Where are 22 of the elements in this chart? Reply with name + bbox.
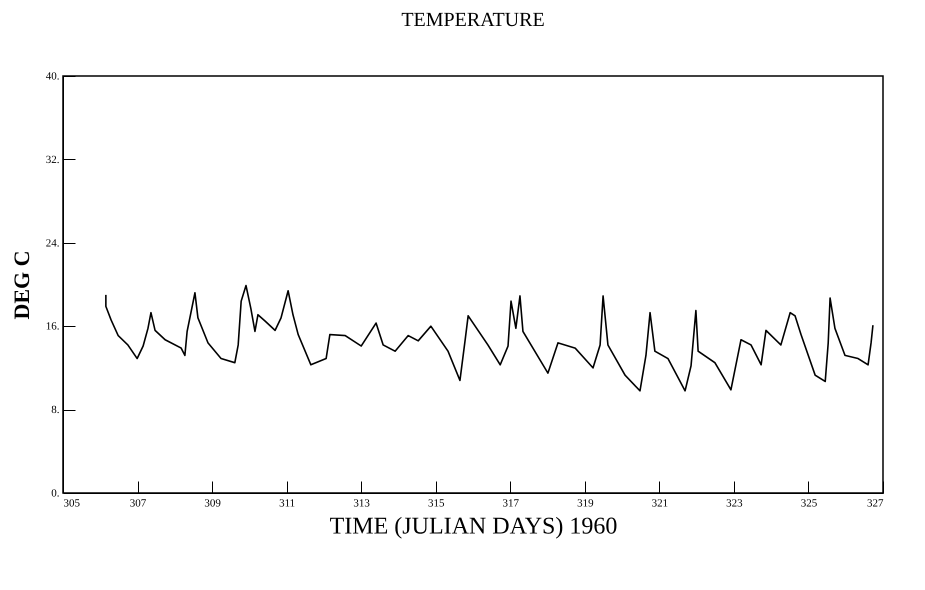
chart-title: TEMPERATURE: [401, 9, 545, 31]
y-tick-label: 16.: [46, 320, 60, 333]
x-tick-label: 321: [652, 498, 668, 510]
y-tick-label: 8.: [51, 404, 60, 416]
x-tick-label: 311: [279, 498, 296, 510]
x-tick-label: 323: [726, 498, 744, 510]
y-tick-label: 0.: [51, 488, 60, 500]
x-axis-title: TIME (JULIAN DAYS) 1960: [330, 514, 618, 540]
x-tick-label: 313: [353, 498, 370, 510]
y-tick-label: 32.: [46, 154, 60, 166]
y-tick-label: 24.: [46, 237, 60, 250]
x-tick-label: 307: [130, 498, 147, 510]
x-tick-label: 305: [64, 498, 80, 510]
x-tick-label: 317: [502, 498, 520, 510]
y-tick-label: 40.: [46, 70, 60, 82]
y-axis-title: DEG C: [8, 250, 34, 320]
x-tick-label: 325: [800, 498, 818, 510]
x-tick-label: 315: [428, 498, 445, 510]
x-tick-label: 319: [577, 498, 594, 510]
x-tick-label: 327: [867, 498, 884, 510]
x-tick-label: 309: [204, 498, 222, 510]
line-series: [105, 284, 874, 392]
